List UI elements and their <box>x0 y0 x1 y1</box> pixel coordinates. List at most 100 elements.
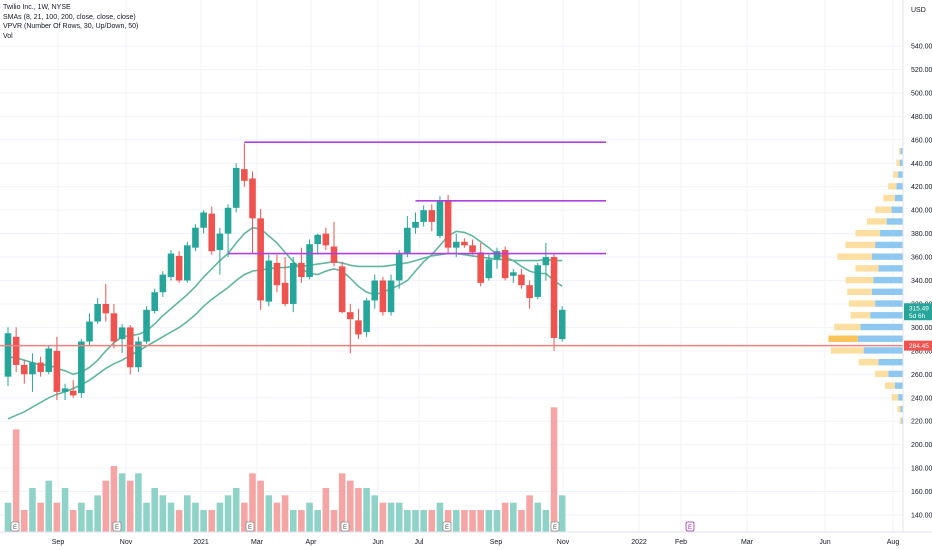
earnings-marker[interactable] <box>340 521 350 532</box>
y-tick-label: 540.00 <box>911 44 932 51</box>
volume-profile-up <box>894 194 903 202</box>
volume-bar <box>322 488 330 532</box>
candle-body <box>192 227 199 248</box>
volume-bar <box>493 510 501 532</box>
candle-body <box>558 309 566 340</box>
volume-bar <box>224 495 232 532</box>
volume-profile-down <box>848 300 876 307</box>
candle-body <box>216 233 224 251</box>
legend-sma[interactable]: SMAs (8, 21, 100, 200, close, close, clo… <box>3 13 136 21</box>
candle-body <box>4 333 12 377</box>
candle-body <box>61 388 69 392</box>
y-tick-label: 160.00 <box>911 489 932 496</box>
volume-bar <box>436 502 444 532</box>
volume-profile-down <box>855 265 879 272</box>
volume-profile-down <box>896 159 900 167</box>
y-tick-label: 300.00 <box>911 325 932 332</box>
sma-fast-line <box>7 226 563 376</box>
x-tick-label: 2021 <box>193 539 209 546</box>
volume-profile-down <box>850 312 871 319</box>
legend-vpvr[interactable]: VPVR (Number Of Rows, 30, Up/Down, 50) <box>3 23 139 30</box>
volume-bar <box>135 473 142 532</box>
volume-bar <box>78 502 85 532</box>
volume-bar <box>159 495 167 532</box>
volume-bar <box>232 488 240 532</box>
volume-bar <box>69 510 77 532</box>
last-price-text: 315.49 <box>909 306 929 313</box>
earnings-marker-label: E <box>445 525 449 531</box>
candle-body <box>265 260 273 302</box>
volume-bar <box>208 510 216 532</box>
candle-body <box>371 280 379 301</box>
volume-bar <box>452 510 460 532</box>
volume-bar <box>118 473 126 532</box>
support-price-badge <box>904 340 932 351</box>
volume-profile-up <box>878 265 903 272</box>
legend-vol[interactable]: Vol <box>3 32 13 40</box>
candle-body <box>355 320 362 335</box>
volume-profile-down <box>830 347 864 354</box>
volume-bar <box>469 510 476 532</box>
volume-bar <box>37 502 44 532</box>
candle-body <box>338 266 346 313</box>
volume-profile-down <box>893 171 899 178</box>
support-price-text: 284.45 <box>909 343 929 350</box>
candles <box>4 143 566 401</box>
volume-bar <box>29 488 36 532</box>
earnings-marker[interactable] <box>10 521 20 532</box>
candle-body <box>37 362 44 372</box>
volume-profile-up <box>898 171 903 178</box>
earnings-marker[interactable] <box>550 521 560 532</box>
volume-bar <box>289 510 297 532</box>
candle-body <box>436 200 444 236</box>
volume-profile-down <box>855 230 881 237</box>
y-tick-label: 240.00 <box>911 395 932 402</box>
volume-bar <box>273 502 281 532</box>
earnings-marker[interactable] <box>112 521 122 532</box>
candle-body <box>542 257 550 266</box>
volume-bar <box>143 502 150 532</box>
candle-body <box>184 245 191 281</box>
volume-bar <box>12 429 20 532</box>
volume-bar <box>485 510 493 532</box>
volume-bar <box>21 510 28 532</box>
candle-body <box>86 321 93 342</box>
horizontal-levels[interactable] <box>0 141 903 347</box>
grid-lines <box>0 0 903 532</box>
candle-body <box>501 250 509 279</box>
volume-bar <box>526 495 533 532</box>
volume-bar <box>192 502 199 532</box>
volume-profile-down <box>847 288 872 296</box>
earnings-marker-label: E <box>13 525 17 531</box>
earnings-marker[interactable] <box>442 521 452 532</box>
legend-symbol-title[interactable]: Twilio Inc., 1W, NYSE <box>3 4 71 11</box>
volume-profile-down <box>897 405 901 413</box>
candle-body <box>135 341 142 368</box>
x-tick-label: Feb <box>675 539 687 546</box>
volume-bar <box>200 510 207 532</box>
candle-body <box>241 169 248 181</box>
volume-profile-down <box>898 147 901 155</box>
candle-body <box>510 272 517 276</box>
candle-body <box>452 241 460 248</box>
volume-bar <box>412 510 419 532</box>
x-tick-label: Sep <box>490 539 503 546</box>
candle-body <box>526 285 533 299</box>
y-tick-label: 500.00 <box>911 90 932 97</box>
earnings-marker[interactable] <box>245 521 255 532</box>
volume-bar <box>404 510 411 532</box>
y-tick-label: 480.00 <box>911 114 932 121</box>
volume-bar <box>86 510 93 532</box>
candle-body <box>322 233 330 246</box>
candle-body <box>412 221 419 228</box>
candle-body <box>208 213 216 252</box>
volume-bar <box>355 488 362 532</box>
volume-bar <box>241 502 248 532</box>
volume-bar <box>4 502 12 532</box>
candle-body <box>314 234 321 245</box>
candle-body <box>461 241 468 246</box>
volume-profile-down <box>858 358 879 366</box>
future-earnings-marker[interactable] <box>685 521 695 532</box>
